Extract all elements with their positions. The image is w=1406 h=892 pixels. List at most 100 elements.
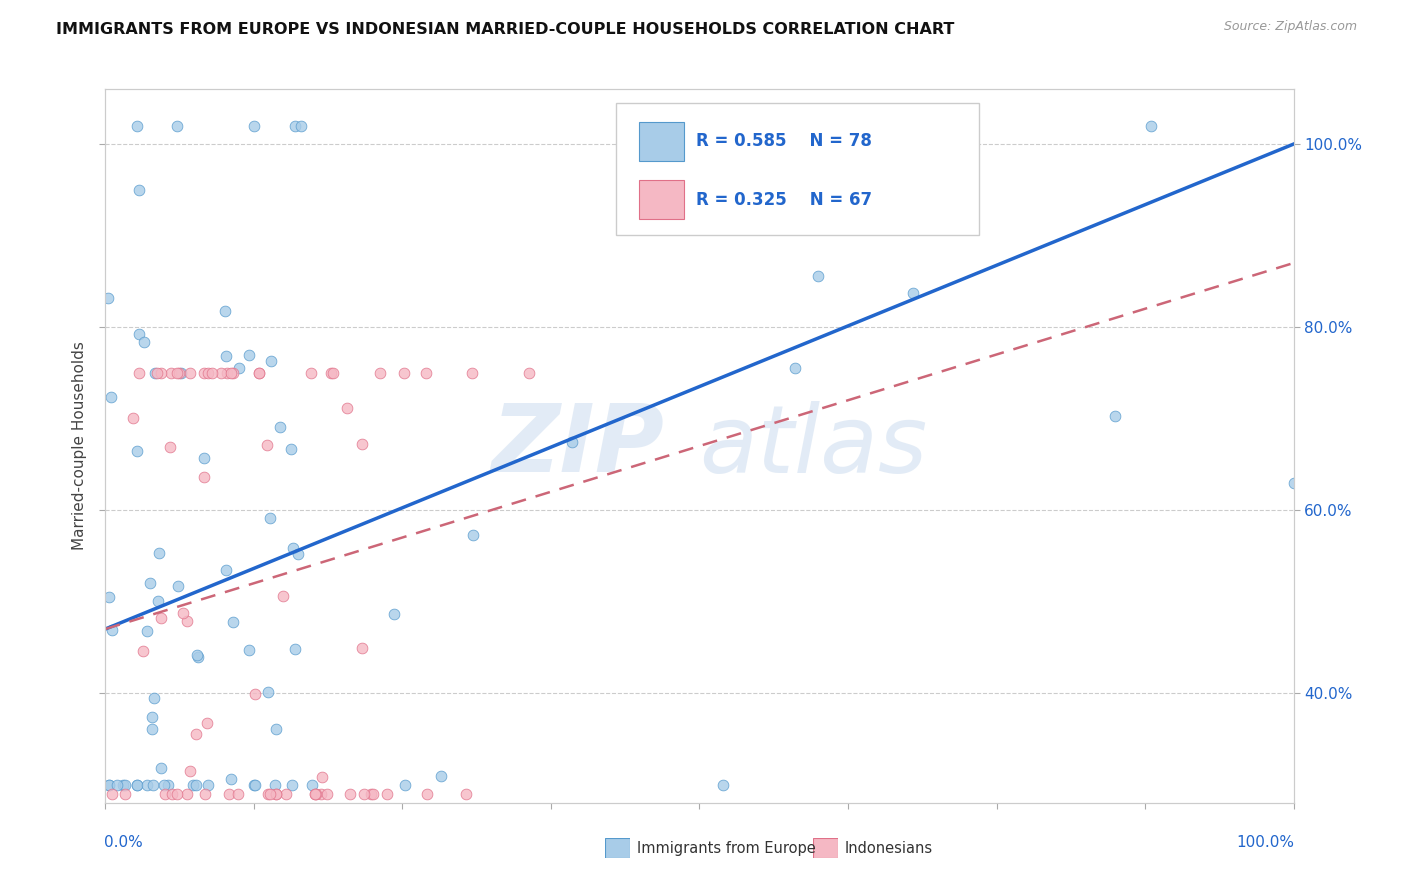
Point [128, 327, 150, 342]
Point [463, 528, 485, 542]
Text: Indonesians: Indonesians [845, 841, 934, 855]
Point [219, 366, 242, 380]
Point [166, 787, 188, 801]
Point [149, 761, 172, 775]
Point [304, 787, 326, 801]
Point [98, 590, 121, 604]
Point [160, 366, 183, 380]
Point [172, 607, 194, 621]
Point [305, 787, 328, 801]
Point [783, 361, 806, 376]
Point [122, 411, 145, 425]
Point [195, 716, 218, 731]
Point [114, 787, 136, 801]
Point [301, 777, 323, 791]
Point [166, 119, 188, 133]
Point [259, 354, 281, 368]
Point [179, 764, 201, 779]
Point [169, 366, 191, 380]
Point [415, 366, 437, 380]
Point [949, 119, 972, 133]
Y-axis label: Married-couple Households: Married-couple Households [72, 342, 87, 550]
Point [148, 546, 170, 560]
Point [1140, 119, 1163, 133]
Point [201, 366, 224, 380]
Point [264, 722, 287, 736]
Point [176, 614, 198, 628]
Point [350, 437, 373, 451]
Point [100, 787, 122, 801]
Point [336, 401, 359, 416]
Point [264, 787, 287, 801]
Point [97, 291, 120, 305]
Point [159, 441, 181, 455]
Text: R = 0.325    N = 67: R = 0.325 N = 67 [696, 191, 872, 209]
Text: IMMIGRANTS FROM EUROPE VS INDONESIAN MARRIED-COUPLE HOUSEHOLDS CORRELATION CHART: IMMIGRANTS FROM EUROPE VS INDONESIAN MAR… [56, 22, 955, 37]
Point [711, 777, 734, 791]
Point [287, 547, 309, 561]
Point [394, 777, 416, 791]
Point [339, 787, 361, 801]
Point [228, 361, 250, 376]
Point [363, 787, 385, 801]
Point [98, 777, 121, 791]
Point [143, 690, 166, 705]
Point [319, 366, 342, 380]
Point [125, 777, 148, 791]
Point [247, 366, 270, 380]
Point [193, 470, 215, 484]
Point [148, 594, 170, 608]
Point [143, 366, 166, 380]
Point [461, 366, 484, 380]
Point [257, 787, 280, 801]
Point [176, 787, 198, 801]
Point [170, 366, 193, 380]
Point [416, 787, 439, 801]
Point [150, 610, 173, 624]
Point [184, 727, 207, 741]
Point [430, 769, 453, 783]
Point [259, 787, 281, 801]
Point [1104, 409, 1126, 423]
Point [179, 366, 201, 380]
Point [517, 366, 540, 380]
Point [866, 139, 889, 153]
Point [322, 366, 344, 380]
Point [156, 777, 179, 791]
Text: 100.0%: 100.0% [1237, 835, 1295, 850]
Point [218, 787, 240, 801]
Point [276, 787, 298, 801]
Text: atlas: atlas [700, 401, 928, 491]
Point [280, 777, 302, 791]
Point [215, 366, 238, 380]
Point [238, 643, 260, 657]
Point [166, 366, 188, 380]
Point [186, 649, 208, 664]
Point [136, 624, 159, 638]
Point [266, 787, 288, 801]
Point [105, 777, 128, 791]
Point [299, 366, 322, 380]
Point [215, 349, 238, 363]
Bar [638, 180, 685, 219]
Point [214, 563, 236, 577]
Point [214, 303, 236, 318]
Point [284, 119, 307, 133]
Point [311, 770, 333, 784]
Point [1282, 475, 1305, 490]
Point [160, 787, 183, 801]
Point [111, 777, 134, 791]
Point [245, 777, 267, 791]
Point [257, 685, 280, 699]
Point [193, 450, 215, 465]
Point [256, 438, 278, 452]
Point [316, 787, 339, 801]
Point [561, 434, 583, 449]
Point [193, 366, 215, 380]
Point [127, 119, 149, 133]
Point [134, 334, 156, 349]
Point [384, 607, 406, 621]
Point [247, 366, 270, 380]
Point [807, 269, 830, 284]
Point [141, 722, 163, 736]
